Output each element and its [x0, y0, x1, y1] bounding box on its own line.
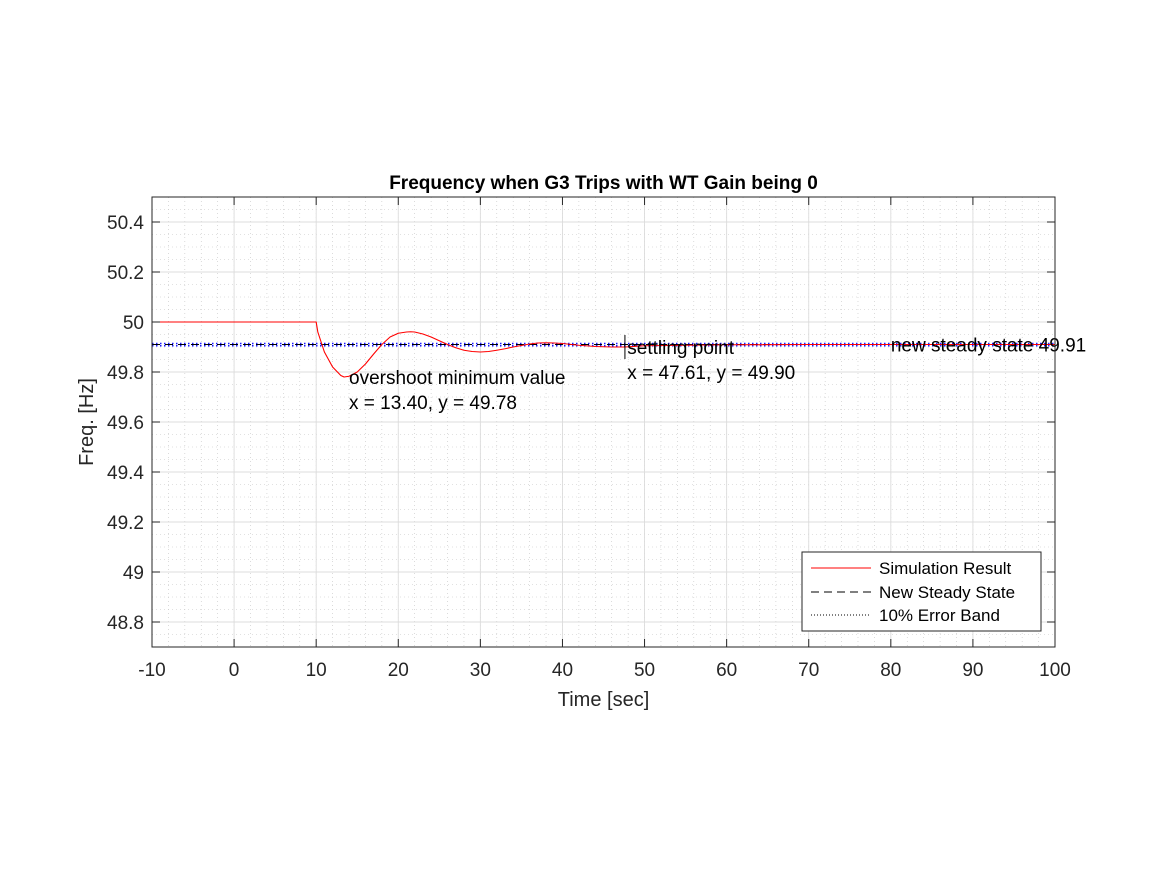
- x-tick-label: -10: [138, 660, 165, 681]
- y-tick-label: 50.4: [107, 213, 144, 234]
- x-tick-label: 0: [229, 660, 240, 681]
- y-tick-label: 49.6: [107, 413, 144, 434]
- x-axis-label: Time [sec]: [558, 689, 650, 711]
- y-tick-label: 50: [123, 313, 144, 334]
- x-tick-label: 100: [1039, 660, 1071, 681]
- y-tick-label: 49: [123, 563, 144, 584]
- x-tick-label: 60: [716, 660, 737, 681]
- y-tick-label: 48.8: [107, 613, 144, 634]
- tick-layer: -10 0 10 20 30 40 50 60 70 80 90 100 48.8 49 49.2 49.4 4…: [107, 197, 1071, 681]
- annotation-text: overshoot minimum value: [349, 368, 565, 389]
- x-tick-label: 50: [634, 660, 655, 681]
- legend-label-new-steady-state: New Steady State: [879, 583, 1015, 602]
- legend-label-simulation-result: Simulation Result: [879, 559, 1012, 578]
- x-tick-label: 40: [552, 660, 573, 681]
- y-tick-label: 49.8: [107, 363, 144, 384]
- x-tick-label: 10: [306, 660, 327, 681]
- y-axis-label: Freq. [Hz]: [76, 378, 98, 466]
- series-line-simulation-result: [152, 321, 1055, 378]
- legend: Simulation Result New Steady State 10% E…: [801, 551, 1042, 632]
- annotation-text: settling point: [627, 338, 734, 359]
- x-tick-label: 30: [470, 660, 491, 681]
- annotation-text: x = 13.40, y = 49.78: [349, 393, 517, 414]
- legend-label-error-band: 10% Error Band: [879, 606, 1000, 625]
- chart-title: Frequency when G3 Trips with WT Gain bei…: [389, 173, 818, 194]
- x-tick-label: 20: [388, 660, 409, 681]
- y-tick-label: 50.2: [107, 263, 144, 284]
- x-tick-label: 90: [962, 660, 983, 681]
- x-tick-label: 80: [880, 660, 901, 681]
- annotation-text: x = 47.61, y = 49.90: [627, 363, 795, 384]
- x-tick-label: 70: [798, 660, 819, 681]
- y-tick-label: 49.2: [107, 513, 144, 534]
- annotation-text: new steady state 49.91: [891, 336, 1086, 357]
- y-tick-label: 49.4: [107, 463, 144, 484]
- series-layer: [152, 321, 1055, 378]
- annotation-layer: overshoot minimum value x = 13.40, y = 49…: [349, 335, 1086, 414]
